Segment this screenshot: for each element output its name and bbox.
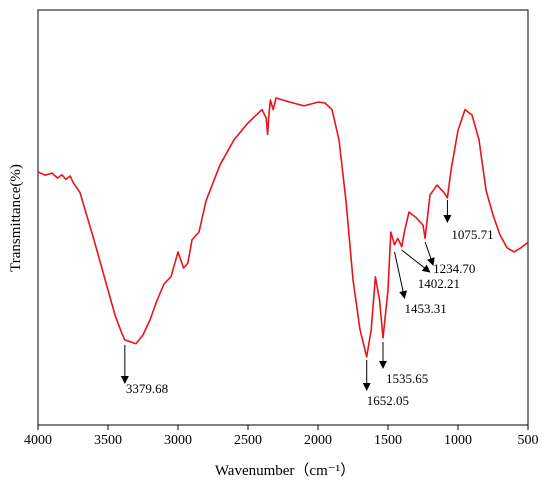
annotation-label: 1402.21 <box>418 276 460 291</box>
x-tick-label: 1500 <box>374 433 402 448</box>
x-tick-label: 4000 <box>24 433 52 448</box>
annotation-label: 1453.31 <box>405 301 447 316</box>
x-tick-label: 3000 <box>164 433 192 448</box>
annotation-label: 1535.65 <box>386 371 428 386</box>
annotation-arrow <box>401 249 431 273</box>
annotation-arrow <box>394 251 407 299</box>
annotation-label: 1075.71 <box>451 227 493 242</box>
x-tick-label: 2000 <box>304 433 332 448</box>
plot-frame <box>37 9 529 426</box>
x-tick-label: 2500 <box>234 433 262 448</box>
annotation-arrow <box>424 241 435 266</box>
x-tick-label: 500 <box>518 433 539 448</box>
x-axis-title: Wavenumber（cm⁻¹） <box>215 462 355 479</box>
spectrum-line <box>37 97 529 358</box>
x-tick-label: 3500 <box>94 433 122 448</box>
annotation-label: 1234.70 <box>433 261 475 276</box>
y-axis-title: Transmittance(%) <box>8 164 24 272</box>
annotation-label: 3379.68 <box>126 381 168 396</box>
x-tick-label: 1000 <box>444 433 472 448</box>
annotation-label: 1652.05 <box>367 393 409 408</box>
